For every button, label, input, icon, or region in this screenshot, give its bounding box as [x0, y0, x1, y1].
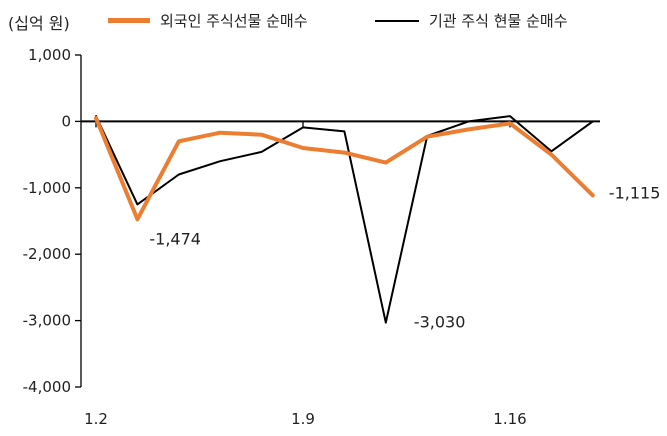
legend-label-institution-spot: 기관 주식 현물 순매수 [429, 12, 568, 30]
y-tick-label: 0 [61, 112, 71, 130]
unit-label: (십억 원) [8, 14, 70, 33]
data-label: -1,474 [149, 229, 201, 248]
y-tick-label: -4,000 [23, 378, 71, 396]
legend-item-foreign-futures: 외국인 주식선물 순매수 [108, 10, 308, 31]
x-tick-label: 1.9 [291, 410, 315, 428]
data-label: -3,030 [414, 313, 466, 332]
legend-swatch-black [375, 19, 419, 22]
legend-swatch-orange [108, 18, 150, 23]
y-tick-label: -1,000 [23, 179, 71, 197]
data-label: -1,115 [609, 183, 661, 202]
x-tick-label: 1.16 [493, 410, 526, 428]
x-tick-label: 1.2 [84, 410, 108, 428]
series-line-foreign-futures [94, 116, 595, 222]
legend-item-institution-spot: 기관 주식 현물 순매수 [375, 10, 568, 31]
legend-label-foreign-futures: 외국인 주식선물 순매수 [160, 12, 308, 30]
series-line-institution-spot [95, 115, 594, 324]
y-tick-label: 1,000 [28, 46, 71, 64]
y-tick-label: -2,000 [23, 245, 71, 263]
y-tick-label: -3,000 [23, 312, 71, 330]
